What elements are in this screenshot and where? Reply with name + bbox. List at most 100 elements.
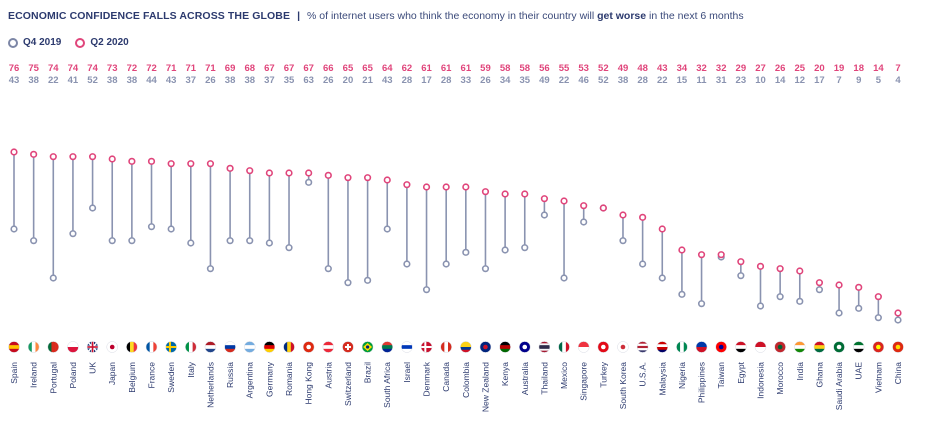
q2-point-turkey bbox=[599, 204, 607, 212]
country-label-romania: Romania bbox=[284, 362, 294, 396]
country-label-spain: Spain bbox=[9, 362, 19, 384]
spain-flag bbox=[8, 341, 20, 353]
poland-flag bbox=[67, 341, 79, 353]
subtitle-after: in the next 6 months bbox=[649, 10, 744, 22]
q2-value-switzerland: 65 bbox=[343, 63, 354, 74]
q2-value-u-s-a: 48 bbox=[637, 63, 648, 74]
new-zealand-flag bbox=[479, 341, 492, 353]
q4-value-philippines: 11 bbox=[697, 75, 708, 86]
q2-value-portugal: 74 bbox=[48, 63, 59, 74]
q2-value-new-zealand: 59 bbox=[480, 63, 491, 74]
q4-point-netherlands bbox=[206, 265, 215, 273]
q2-value-belgium: 72 bbox=[127, 63, 138, 74]
q4-value-south-africa: 43 bbox=[382, 75, 393, 86]
q4-value-australia: 35 bbox=[519, 75, 530, 86]
legend-label-q4: Q4 2019 bbox=[23, 37, 62, 48]
q2-value-south-africa: 64 bbox=[382, 63, 393, 74]
q4-value-belgium: 38 bbox=[127, 75, 138, 86]
q4-point-south-korea bbox=[619, 237, 627, 245]
q4-point-sweden bbox=[167, 225, 175, 233]
q2-point-sweden bbox=[167, 160, 175, 168]
q4-value-canada: 28 bbox=[441, 75, 452, 86]
q2-point-ghana bbox=[815, 279, 824, 287]
q4-value-saudi-arabia: 7 bbox=[836, 75, 841, 86]
country-label-hong-kong: Hong Kong bbox=[304, 362, 314, 405]
q2-point-poland bbox=[69, 153, 77, 161]
q4-value-turkey: 52 bbox=[598, 75, 609, 86]
uk-flag bbox=[86, 341, 99, 353]
country-label-colombia: Colombia bbox=[461, 362, 471, 398]
q4-point-belgium bbox=[128, 237, 136, 245]
q4-point-france bbox=[147, 223, 156, 231]
mexico-flag bbox=[558, 341, 570, 353]
q4-value-israel: 28 bbox=[402, 75, 413, 86]
q4-point-portugal bbox=[49, 274, 57, 282]
q4-point-poland bbox=[69, 230, 77, 238]
q2-point-australia bbox=[521, 190, 529, 198]
q2-point-south-africa bbox=[383, 176, 391, 184]
q2-value-egypt: 29 bbox=[736, 63, 747, 74]
q2-point-hong-kong bbox=[305, 169, 313, 177]
q4-value-netherlands: 26 bbox=[205, 75, 216, 86]
q2-point-russia bbox=[226, 164, 234, 172]
ghana-flag bbox=[813, 341, 826, 353]
q4-point-romania bbox=[285, 244, 293, 252]
legend-marker-q4 bbox=[8, 37, 18, 48]
q4-value-u-s-a: 28 bbox=[637, 75, 648, 86]
q4-point-japan bbox=[108, 237, 116, 245]
china-flag bbox=[892, 341, 904, 353]
q2-point-south-korea bbox=[619, 211, 627, 219]
q2-value-ghana: 20 bbox=[814, 63, 825, 74]
q4-value-mexico: 22 bbox=[559, 75, 570, 86]
q2-point-france bbox=[147, 157, 156, 165]
q4-value-china: 4 bbox=[895, 75, 901, 86]
q4-value-portugal: 22 bbox=[48, 75, 59, 86]
q2-value-russia: 69 bbox=[225, 63, 236, 74]
country-label-russia: Russia bbox=[225, 362, 235, 388]
q2-point-italy bbox=[187, 160, 195, 168]
turkey-flag bbox=[597, 341, 610, 353]
q4-value-germany: 37 bbox=[264, 75, 275, 86]
q2-value-romania: 67 bbox=[284, 63, 295, 74]
q4-point-australia bbox=[521, 244, 529, 252]
legend-item-q2: Q2 2020 bbox=[75, 37, 129, 48]
legend-label-q2: Q2 2020 bbox=[90, 37, 129, 48]
japan-flag bbox=[106, 341, 118, 353]
q2-point-uk bbox=[88, 153, 97, 161]
country-label-canada: Canada bbox=[441, 362, 451, 392]
south-korea-flag bbox=[617, 341, 629, 353]
q4-value-new-zealand: 26 bbox=[480, 75, 491, 86]
q2-point-germany bbox=[265, 169, 273, 177]
germany-flag bbox=[263, 341, 276, 353]
country-label-france: France bbox=[147, 362, 157, 389]
q2-value-poland: 74 bbox=[68, 63, 79, 74]
country-label-uae: UAE bbox=[854, 362, 864, 380]
philippines-flag bbox=[695, 341, 708, 353]
belgium-flag bbox=[126, 341, 138, 353]
q4-value-spain: 43 bbox=[9, 75, 20, 86]
austria-flag bbox=[322, 341, 335, 353]
q4-point-uk bbox=[88, 204, 97, 212]
q4-point-brazil bbox=[364, 276, 372, 284]
q4-point-uae bbox=[855, 304, 863, 312]
q2-point-china bbox=[894, 309, 902, 317]
q2-value-netherlands: 71 bbox=[205, 63, 216, 74]
q4-value-india: 12 bbox=[794, 75, 805, 86]
q2-value-malaysia: 43 bbox=[657, 63, 668, 74]
q4-value-morocco: 14 bbox=[775, 75, 786, 86]
switzerland-flag bbox=[342, 341, 354, 353]
country-label-germany: Germany bbox=[264, 361, 274, 397]
q2-value-china: 7 bbox=[895, 63, 900, 74]
usa-flag bbox=[636, 341, 649, 353]
q2-point-kenya bbox=[501, 190, 509, 198]
south-africa-flag bbox=[381, 341, 393, 353]
uae-flag bbox=[852, 341, 865, 353]
brazil-flag bbox=[361, 341, 374, 353]
q2-value-indonesia: 27 bbox=[755, 63, 766, 74]
q2-point-new-zealand bbox=[481, 188, 490, 196]
q4-value-france: 44 bbox=[146, 75, 157, 86]
q2-value-austria: 66 bbox=[323, 63, 334, 74]
q2-point-colombia bbox=[462, 183, 470, 191]
q4-point-u-s-a bbox=[639, 260, 647, 268]
thailand-flag bbox=[538, 341, 551, 353]
